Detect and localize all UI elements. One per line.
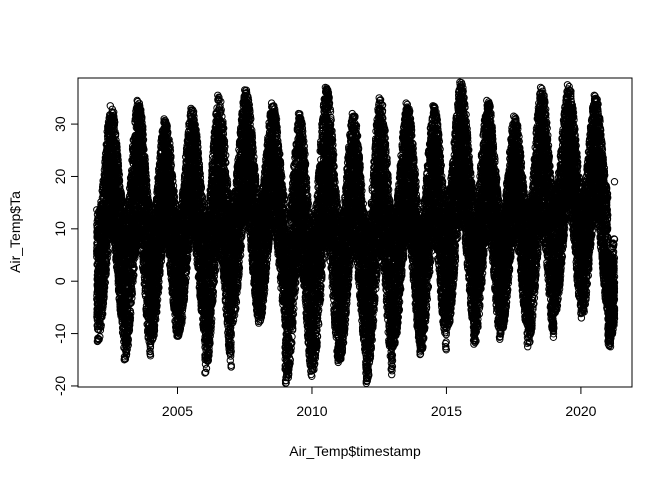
data-point [98,313,106,321]
data-point [103,260,111,268]
data-point [99,310,107,318]
data-point [104,250,112,258]
data-point [96,326,105,334]
data-point [97,321,105,329]
data-point [100,292,108,301]
data-point [100,284,109,292]
data-point [102,269,110,277]
data-points [93,78,619,387]
data-point [101,278,110,287]
data-point [99,302,107,311]
data-point [99,299,108,308]
data-point [104,247,112,256]
data-point [98,305,107,313]
data-point [102,265,110,273]
